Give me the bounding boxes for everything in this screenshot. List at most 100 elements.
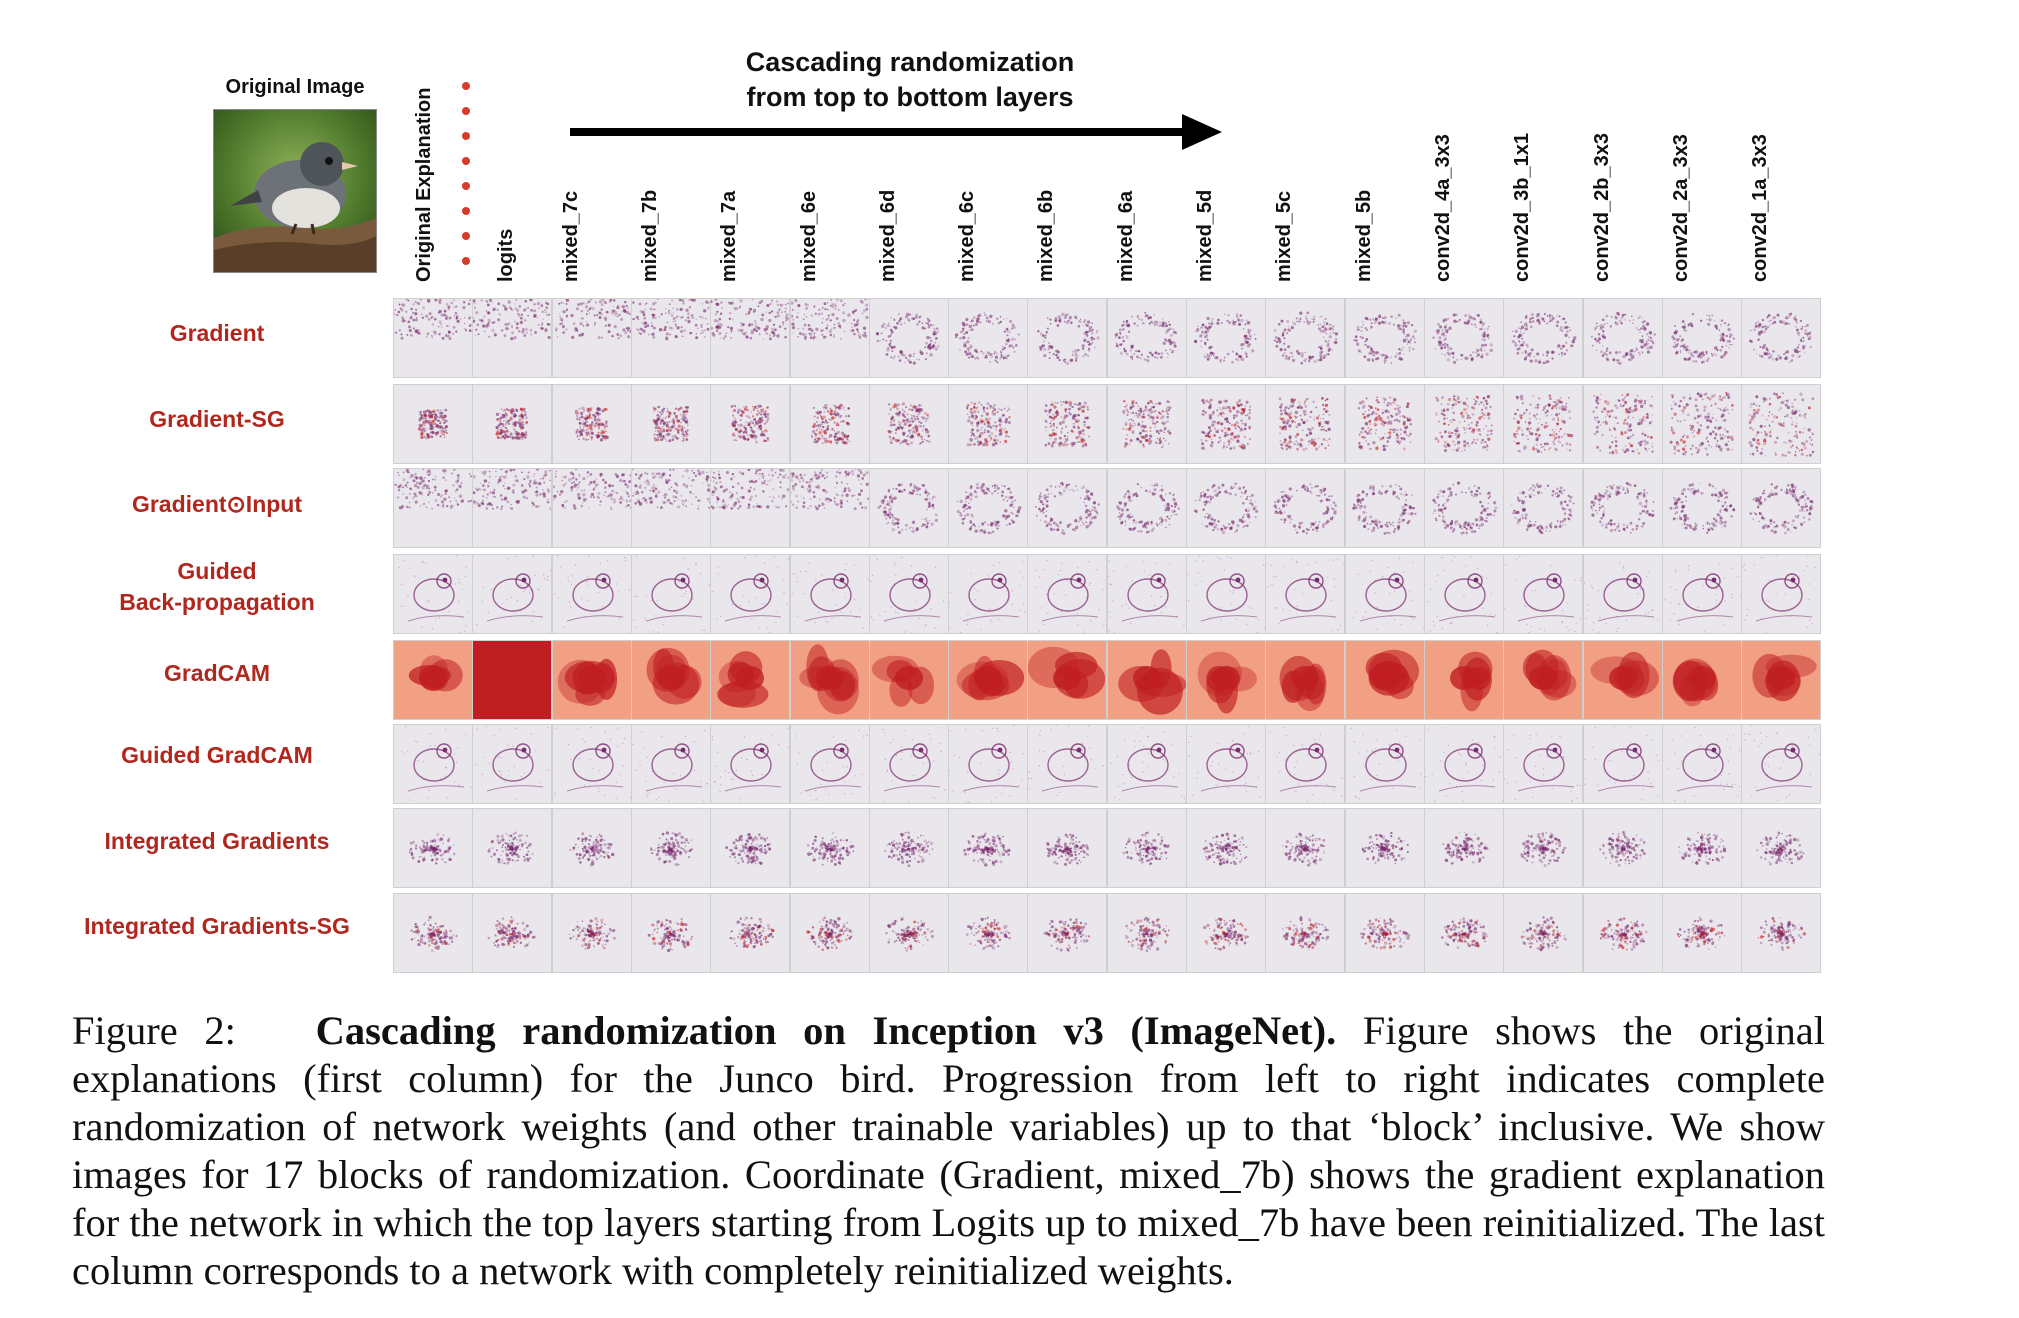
explanation-tile	[472, 808, 553, 888]
explanation-tile	[393, 468, 473, 548]
original-bird-image	[214, 110, 376, 272]
explanation-tile	[868, 554, 949, 634]
explanation-tile	[1661, 554, 1742, 634]
marker-dot	[462, 157, 470, 165]
explanation-tile	[630, 724, 711, 804]
explanation-tile	[710, 808, 791, 888]
explanation-tile	[551, 384, 632, 464]
explanation-tile	[472, 724, 553, 804]
explanation-tile	[1423, 384, 1504, 464]
column-header-label: mixed_5d	[1194, 189, 1216, 282]
column-header-label: logits	[495, 228, 517, 282]
explanation-tile	[868, 893, 949, 973]
explanation-tile	[710, 724, 791, 804]
explanation-tile	[551, 893, 632, 973]
explanation-tile	[1106, 554, 1187, 634]
explanation-tile	[551, 468, 632, 548]
marker-dot	[462, 182, 470, 190]
explanation-tile	[1344, 640, 1425, 720]
figure-caption: Figure 2: Cascading randomization on Inc…	[72, 1007, 1825, 1295]
explanation-tile	[1423, 298, 1504, 378]
explanation-tile	[1186, 724, 1266, 804]
explanation-tile	[1106, 893, 1187, 973]
explanation-tile	[1503, 893, 1584, 973]
explanation-tile	[710, 298, 791, 378]
explanation-tile	[1344, 724, 1425, 804]
caption-title: Cascading randomization on Inception v3 …	[315, 1008, 1337, 1053]
explanation-tile	[1344, 468, 1425, 548]
explanation-tile	[948, 724, 1029, 804]
explanation-tile	[1741, 554, 1822, 634]
row-label-integrated-gradients-sg: Integrated Gradients-SG	[84, 913, 350, 939]
explanation-tile	[1265, 298, 1346, 378]
row-label-guided-backprop-line2: Back-propagation	[119, 589, 315, 615]
explanation-tile	[1741, 298, 1822, 378]
explanation-tile	[1106, 724, 1187, 804]
row-label-guided-backprop-line1: Guided	[177, 558, 257, 584]
marker-dots	[460, 82, 474, 282]
explanation-tile	[868, 468, 949, 548]
explanation-tile	[948, 640, 1029, 720]
column-header-label: mixed_6a	[1114, 190, 1137, 282]
explanation-tile	[551, 554, 632, 634]
explanation-tile	[630, 893, 711, 973]
marker-dot	[462, 107, 470, 115]
explanation-tile	[948, 554, 1029, 634]
column-header-label: conv2d_1a_3x3	[1749, 134, 1772, 282]
row-label-guided-backprop: Guided Back-propagation	[60, 556, 374, 618]
explanation-tile	[1741, 808, 1822, 888]
explanation-tile	[630, 468, 711, 548]
explanation-tile	[1344, 298, 1425, 378]
column-header-label: mixed_6e	[797, 190, 820, 282]
explanation-tile	[630, 554, 711, 634]
explanation-tile	[1661, 893, 1742, 973]
explanation-tile	[948, 893, 1029, 973]
explanation-tile	[1186, 808, 1266, 888]
explanation-tile	[1344, 808, 1425, 888]
explanation-tile	[1106, 808, 1187, 888]
explanation-tile	[1027, 468, 1108, 548]
explanation-tile	[393, 808, 473, 888]
explanation-tile	[1423, 808, 1504, 888]
explanation-tile	[1423, 468, 1504, 548]
explanation-tile	[393, 893, 473, 973]
explanation-tile	[1265, 384, 1346, 464]
explanation-tile	[1265, 640, 1346, 720]
explanation-tile	[1582, 724, 1663, 804]
explanation-tile	[1106, 640, 1187, 720]
explanation-tile	[1265, 468, 1346, 548]
row-label-guided-gradcam: Guided GradCAM	[121, 742, 313, 768]
explanation-tile	[472, 640, 553, 720]
explanation-tile	[1027, 893, 1108, 973]
explanation-tile	[1503, 724, 1584, 804]
explanation-tile	[710, 893, 791, 973]
arrow-title-line2: from top to bottom layers	[746, 82, 1074, 112]
explanation-tile	[789, 468, 870, 548]
column-header-label: conv2d_2b_3x3	[1590, 133, 1613, 282]
explanation-tile	[1503, 640, 1584, 720]
explanation-tile	[1503, 554, 1584, 634]
explanation-tile	[1027, 808, 1108, 888]
explanation-tile	[1027, 724, 1108, 804]
explanation-tile	[1027, 384, 1108, 464]
explanation-tile	[551, 724, 632, 804]
column-header-label: mixed_7b	[638, 189, 661, 282]
arrow-title: Cascading randomization from top to bott…	[700, 45, 1120, 115]
explanation-tile	[789, 554, 870, 634]
marker-dot	[462, 257, 470, 265]
explanation-tile	[1741, 384, 1822, 464]
explanation-tile	[1423, 724, 1504, 804]
column-header-label: mixed_6c	[956, 190, 979, 282]
column-header-label: mixed_7c	[559, 190, 582, 282]
column-header-label: conv2d_3b_1x1	[1511, 133, 1534, 282]
column-header-label: mixed_5b	[1352, 189, 1375, 282]
explanation-tile	[551, 298, 632, 378]
explanation-tile	[472, 893, 553, 973]
explanation-tile	[710, 468, 791, 548]
marker-dot	[462, 132, 470, 140]
explanation-tile	[789, 640, 870, 720]
explanation-tile	[1741, 893, 1822, 973]
explanation-tile	[1027, 640, 1108, 720]
explanation-tile	[948, 298, 1029, 378]
